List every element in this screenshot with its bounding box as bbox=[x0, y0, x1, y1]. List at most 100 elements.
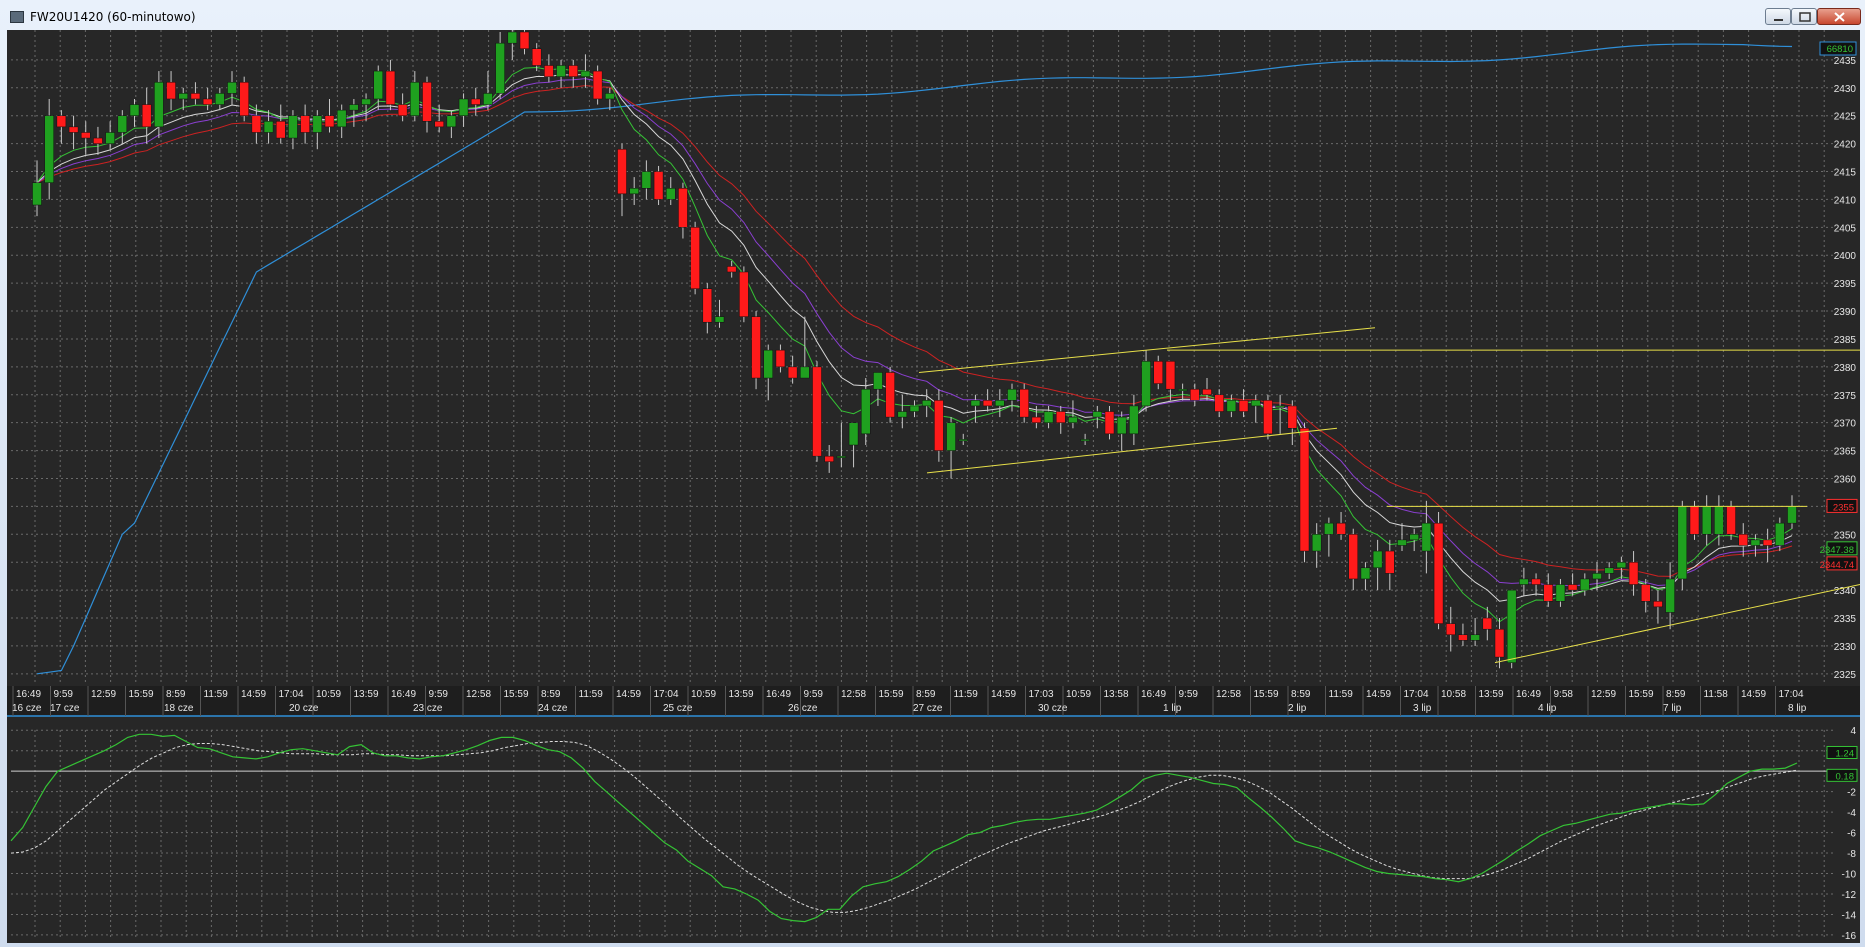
minimize-button[interactable] bbox=[1765, 8, 1791, 25]
time-axis-band bbox=[7, 686, 1860, 716]
candle-body bbox=[1738, 534, 1748, 546]
signal-line bbox=[10, 741, 1798, 913]
chart-area[interactable]: 2325233023352340234523502355236023652370… bbox=[7, 30, 1860, 943]
time-label: 17:04 bbox=[654, 689, 679, 700]
candle-body bbox=[678, 188, 688, 228]
candle-body bbox=[1421, 522, 1432, 552]
candle-body bbox=[1311, 534, 1322, 552]
ma-white-line bbox=[36, 73, 1793, 602]
candle-body bbox=[1385, 550, 1395, 574]
osc-value-label: 1.24 bbox=[1836, 748, 1855, 759]
price-value-box bbox=[1826, 541, 1858, 556]
candle-body bbox=[190, 93, 201, 100]
time-label: 16:49 bbox=[391, 689, 416, 700]
candle-body bbox=[44, 115, 54, 183]
time-label: 13:58 bbox=[1104, 689, 1129, 700]
candle-body bbox=[1153, 361, 1163, 384]
time-label: 10:58 bbox=[1441, 689, 1466, 700]
candle-body bbox=[702, 288, 713, 323]
candle-body bbox=[1555, 584, 1566, 602]
candle-body bbox=[1677, 506, 1688, 580]
ma-purple-line bbox=[36, 78, 1793, 587]
trend-line bbox=[918, 327, 1376, 373]
candle-body bbox=[824, 455, 834, 463]
time-label: 16:49 bbox=[16, 689, 41, 700]
close-button[interactable] bbox=[1817, 8, 1861, 25]
candle-body bbox=[385, 70, 396, 105]
y-tick-label: 2375 bbox=[1834, 391, 1857, 402]
y-tick-label: 2340 bbox=[1834, 586, 1857, 597]
time-label: 9:59 bbox=[54, 689, 74, 700]
candle-body bbox=[1775, 522, 1785, 546]
candle-body bbox=[1628, 561, 1639, 585]
candle-body bbox=[81, 132, 91, 139]
time-label: 13:59 bbox=[1479, 689, 1504, 700]
time-label: 17:04 bbox=[279, 689, 304, 700]
candle-body bbox=[1592, 573, 1602, 580]
time-label: 14:59 bbox=[991, 689, 1016, 700]
time-label: 8:59 bbox=[541, 689, 561, 700]
candle-body bbox=[276, 121, 286, 139]
y-tick-label: 2330 bbox=[1834, 642, 1857, 653]
time-label: 12:58 bbox=[466, 689, 491, 700]
price-value-label: 2347.38 bbox=[1820, 545, 1854, 556]
date-label: 2 lip bbox=[1288, 703, 1307, 714]
osc-tick-label: -14 bbox=[1842, 910, 1857, 921]
candle-body bbox=[1238, 400, 1249, 412]
y-tick-label: 2390 bbox=[1834, 307, 1857, 318]
volume-value-label: 66810 bbox=[1827, 44, 1853, 55]
candle-body bbox=[239, 81, 249, 116]
candle-body bbox=[263, 121, 274, 133]
osc-value-box bbox=[1826, 768, 1858, 782]
candle-body bbox=[1275, 405, 1285, 408]
y-tick-label: 2415 bbox=[1834, 168, 1857, 179]
candle-body bbox=[288, 115, 298, 139]
osc-tick-label: -8 bbox=[1847, 849, 1856, 860]
candle-body bbox=[129, 104, 140, 116]
y-tick-label: 2325 bbox=[1834, 670, 1857, 681]
date-label: 27 cze bbox=[913, 703, 943, 714]
osc-tick-label: -16 bbox=[1842, 931, 1857, 942]
candle-body bbox=[1470, 634, 1480, 641]
y-tick-label: 2335 bbox=[1834, 614, 1857, 625]
time-label: 14:59 bbox=[616, 689, 641, 700]
time-label: 14:59 bbox=[241, 689, 266, 700]
date-label: 1 lip bbox=[1163, 703, 1182, 714]
date-label: 25 cze bbox=[663, 703, 693, 714]
candle-body bbox=[1531, 578, 1541, 585]
candle-body bbox=[751, 316, 761, 379]
candle-body bbox=[1446, 623, 1456, 636]
candle-body bbox=[1324, 522, 1334, 535]
date-label: 17 cze bbox=[50, 703, 80, 714]
candle-body bbox=[1007, 388, 1017, 401]
candle-body bbox=[458, 98, 469, 116]
candle-body bbox=[787, 366, 798, 379]
candle-body bbox=[556, 65, 566, 77]
candle-body bbox=[1372, 550, 1383, 569]
candle-body bbox=[885, 372, 895, 418]
candle-body bbox=[1068, 416, 1078, 423]
candle-body bbox=[897, 411, 908, 418]
candle-body bbox=[471, 98, 481, 105]
candlestick-chart[interactable]: 2325233023352340234523502355236023652370… bbox=[7, 30, 1860, 943]
time-label: 17:04 bbox=[1404, 689, 1429, 700]
candle-body bbox=[1567, 584, 1578, 591]
candle-body bbox=[312, 115, 323, 133]
candle-body bbox=[300, 115, 310, 133]
candle-body bbox=[251, 115, 262, 133]
candle-body bbox=[848, 422, 859, 446]
date-label: 3 lip bbox=[1413, 703, 1432, 714]
title-bar[interactable]: FW20U1420 (60-minutowo) bbox=[0, 0, 1865, 30]
time-label: 14:59 bbox=[1741, 689, 1766, 700]
candle-body bbox=[653, 171, 664, 200]
candle-body bbox=[373, 70, 383, 100]
osc-tick-label: -12 bbox=[1842, 890, 1857, 901]
maximize-button[interactable] bbox=[1791, 8, 1817, 25]
y-tick-label: 2405 bbox=[1834, 223, 1857, 234]
candle-body bbox=[1043, 411, 1054, 423]
osc-value-box bbox=[1826, 745, 1858, 759]
y-tick-label: 2420 bbox=[1834, 140, 1857, 151]
candle-body bbox=[800, 366, 810, 379]
time-label: 14:59 bbox=[1366, 689, 1391, 700]
